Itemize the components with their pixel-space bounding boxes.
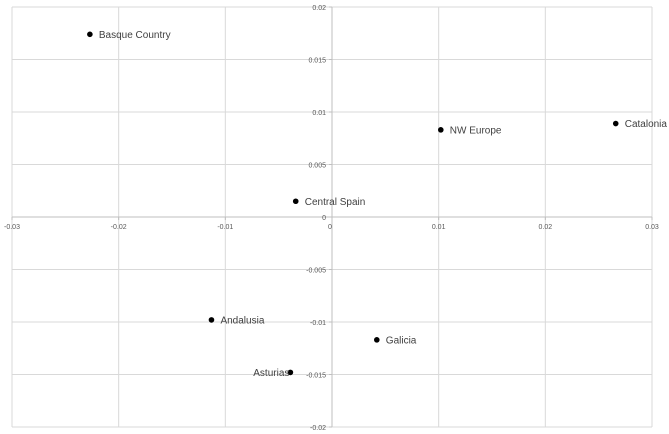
y-tick-label: -0.01 [310,320,326,327]
data-point [208,317,215,323]
y-tick-label: -0.005 [306,268,326,275]
x-tick-label: 0.02 [539,224,553,231]
data-point [87,31,93,38]
data-point [287,369,294,376]
data-point-label: Asturias [253,368,289,379]
x-tick-label: 0 [328,224,332,231]
data-point [292,198,299,205]
data-point-label: Galicia [386,335,417,346]
data-point [438,127,444,133]
data-point-label: Central Spain [305,197,366,208]
x-tick-label: 0.03 [645,224,659,231]
y-tick-label: 0.01 [312,110,326,117]
x-tick-label: 0.01 [432,224,446,231]
y-tick-label: -0.015 [306,373,326,380]
y-tick-label: -0.02 [310,425,326,432]
y-tick-label: 0 [322,215,326,222]
y-tick-label: 0.005 [308,163,326,170]
y-tick-label: 0.02 [312,5,326,12]
data-point-label: Andalusia [220,315,264,326]
x-tick-label: -0.03 [4,224,20,231]
data-point-label: Basque Country [99,30,171,41]
data-point-label: Catalonia [625,119,668,130]
tick-labels: -0.03 -0.02 -0.01 0 0.01 0.02 0.03 -0.02 -0.015 -… [4,5,659,432]
data-point [612,120,619,127]
x-tick-label: -0.01 [217,224,233,231]
data-point-label: NW Europe [450,125,502,136]
x-tick-label: -0.02 [111,224,127,231]
y-tick-label: 0.015 [308,58,326,65]
axes [11,6,653,428]
data-points: Basque Country NW Europe Catalonia Central … [87,30,667,379]
data-point [374,337,380,343]
